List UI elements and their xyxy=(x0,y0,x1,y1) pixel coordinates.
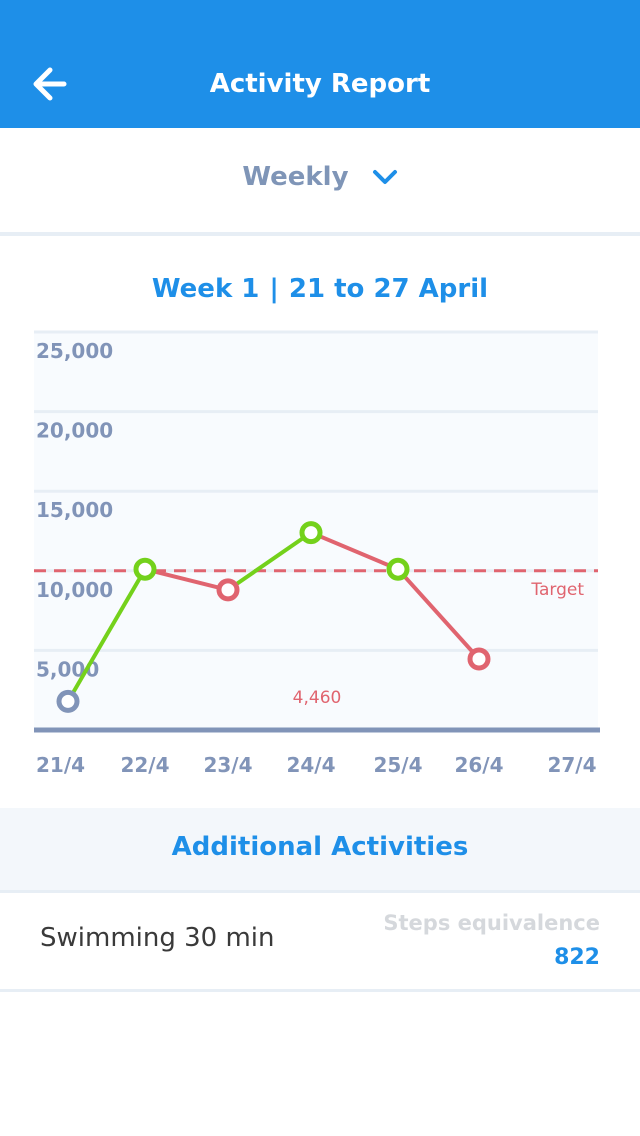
period-selector-bar: Weekly xyxy=(0,128,640,236)
additional-activities-title: Additional Activities xyxy=(171,832,469,862)
x-tick-label: 27/4 xyxy=(547,753,596,777)
data-point xyxy=(216,578,240,602)
additional-activities-header: Additional Activities xyxy=(0,808,640,890)
series-segment xyxy=(396,567,481,661)
week-range: 21 to 27 April xyxy=(288,274,489,304)
data-point xyxy=(467,647,491,671)
steps-equivalence-value: 822 xyxy=(554,945,600,970)
back-arrow-icon[interactable] xyxy=(30,66,70,106)
x-tick-label: 26/4 xyxy=(454,753,503,777)
chevron-down-icon xyxy=(372,170,397,184)
x-tick-label: 22/4 xyxy=(120,753,169,777)
data-point xyxy=(56,689,80,713)
x-tick-label: 21/4 xyxy=(36,753,85,777)
steps-equivalence-label: Steps equivalence xyxy=(383,911,600,935)
series-segment xyxy=(143,567,230,592)
y-tick-label: 20,000 xyxy=(36,419,113,443)
x-tick-label: 23/4 xyxy=(203,753,252,777)
period-label: Weekly xyxy=(242,162,349,192)
y-tick-label: 10,000 xyxy=(36,578,113,602)
activity-name: Swimming 30 min xyxy=(40,923,275,953)
page-title: Activity Report xyxy=(209,69,431,99)
chart-section: Week 1 | 21 to 27 April 25,000 20,000 15,000… xyxy=(0,236,640,806)
activity-row[interactable]: Swimming 30 min Steps equivalence 822 xyxy=(0,890,640,992)
series-segment xyxy=(226,530,313,592)
x-tick-label: 25/4 xyxy=(373,753,422,777)
x-tick-label: 24/4 xyxy=(286,753,335,777)
week-label: Week 1 xyxy=(151,274,260,304)
heading-separator: | xyxy=(269,274,279,304)
top-nav-bar: Activity Report xyxy=(0,0,640,128)
data-point xyxy=(386,557,410,581)
target-label: Target xyxy=(530,580,584,600)
series-segment xyxy=(66,567,147,704)
period-dropdown[interactable]: Weekly xyxy=(0,162,640,202)
y-tick-label: 15,000 xyxy=(36,498,113,522)
data-point xyxy=(133,557,157,581)
week-heading: Week 1 | 21 to 27 April xyxy=(0,274,640,304)
data-point xyxy=(299,521,323,545)
data-label: 4,460 xyxy=(293,688,342,708)
series-segment xyxy=(309,530,400,572)
y-tick-label: 25,000 xyxy=(36,339,113,363)
